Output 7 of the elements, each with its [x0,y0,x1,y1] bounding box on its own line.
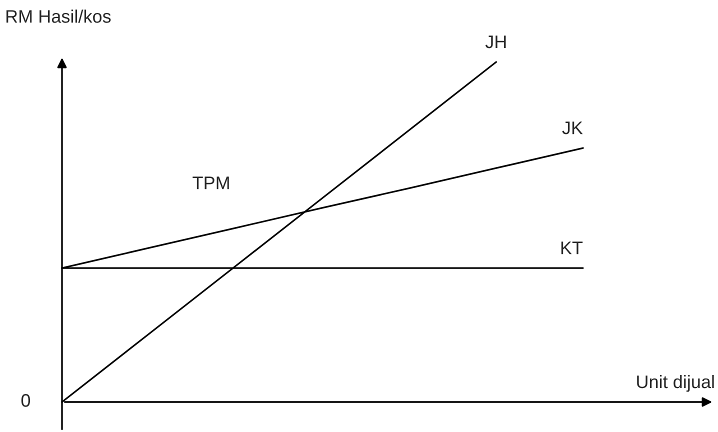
x-axis-title: Unit dijual [637,374,714,392]
series-label: JK [562,122,583,134]
series-label: JH [485,36,506,48]
annotation: TPM [192,176,229,190]
annotation: 0 [21,394,30,407]
y-axis-title: RM Hasil/kos [6,10,111,23]
series-label: KT [561,242,583,254]
